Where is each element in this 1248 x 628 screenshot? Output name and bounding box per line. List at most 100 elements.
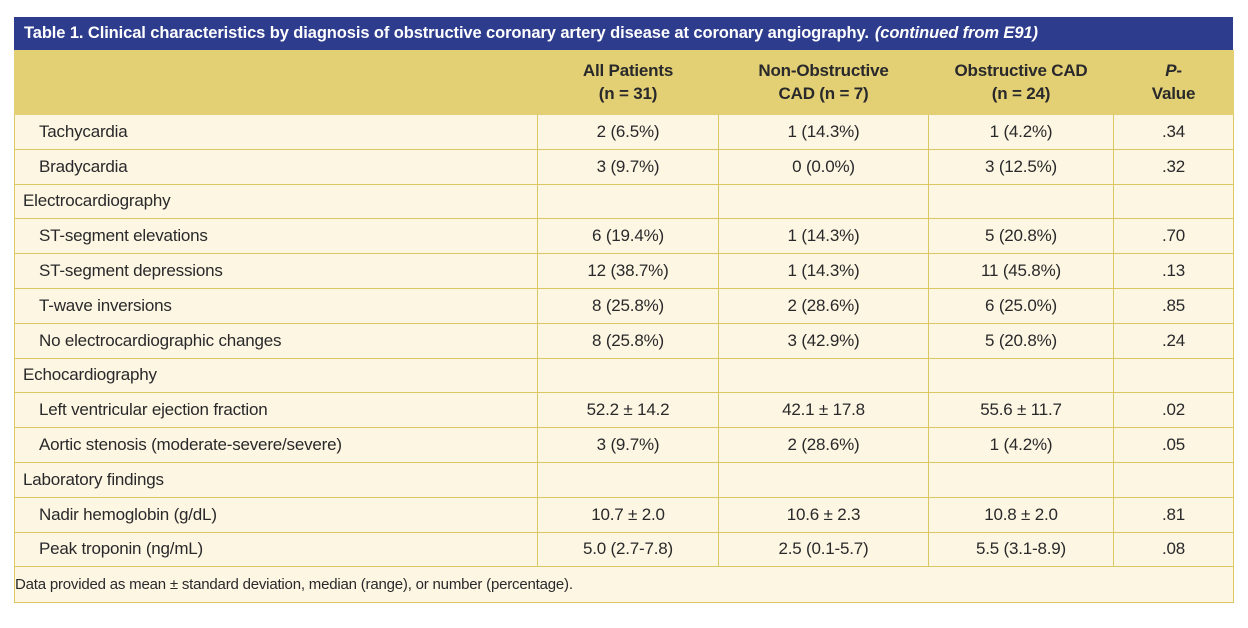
cell-value — [537, 461, 719, 498]
cell-value: .24 — [1113, 322, 1234, 359]
section-row: Electrocardiography — [14, 183, 1234, 220]
cell-value: 12 (38.7%) — [537, 253, 719, 289]
cell-value: 52.2 ± 14.2 — [537, 392, 719, 429]
cell-value: .08 — [1113, 531, 1234, 568]
table-row: Peak troponin (ng/mL) 5.0 (2.7-7.8) 2.5 (0… — [14, 531, 1234, 568]
row-label: Bradycardia — [14, 148, 538, 185]
column-header-blank — [14, 50, 538, 115]
column-header-line1: Obstructive CAD — [954, 61, 1088, 81]
cell-value: .81 — [1113, 496, 1234, 533]
column-header-line1: P- — [1165, 61, 1182, 81]
table-row: Bradycardia 3 (9.7%) 0 (0.0%) 3 (12.5%) .32 — [14, 148, 1234, 185]
cell-value — [1113, 183, 1234, 220]
table-title-bar: Table 1. Clinical characteristics by dia… — [14, 17, 1233, 50]
cell-value: 3 (9.7%) — [537, 427, 719, 463]
cell-value: 42.1 ± 17.8 — [718, 392, 929, 429]
cell-value: 5 (20.8%) — [928, 218, 1114, 255]
cell-value: 0 (0.0%) — [718, 148, 929, 185]
row-label: Echocardiography — [14, 357, 538, 394]
row-label: Peak troponin (ng/mL) — [14, 531, 538, 568]
table-row: Nadir hemoglobin (g/dL) 10.7 ± 2.0 10.6 ± … — [14, 496, 1234, 533]
table-row: T-wave inversions 8 (25.8%) 2 (28.6%) 6 (25… — [14, 287, 1234, 324]
cell-value — [928, 461, 1114, 498]
row-label: Laboratory findings — [14, 461, 538, 498]
row-label: Left ventricular ejection fraction — [14, 392, 538, 429]
table-row: Tachycardia 2 (6.5%) 1 (14.3%) 1 (4.2%) .34 — [14, 114, 1234, 150]
cell-value: 2 (28.6%) — [718, 287, 929, 324]
table-title-continuation: (continued from E91) — [874, 24, 1038, 42]
cell-value: .85 — [1113, 287, 1234, 324]
table-footnote: Data provided as mean ± standard deviati… — [14, 566, 1234, 604]
cell-value: 6 (25.0%) — [928, 287, 1114, 324]
column-header-p-value: P- Value — [1113, 50, 1234, 115]
footnote-row: Data provided as mean ± standard deviati… — [14, 566, 1234, 604]
cell-value: 1 (14.3%) — [718, 114, 929, 150]
cell-value: 2 (6.5%) — [537, 114, 719, 150]
section-row: Laboratory findings — [14, 461, 1234, 498]
table-body: Tachycardia 2 (6.5%) 1 (14.3%) 1 (4.2%) .34 B… — [14, 114, 1234, 568]
column-header-all-patients: All Patients (n = 31) — [537, 50, 719, 115]
column-header-row: All Patients (n = 31) Non-Obstructive CA… — [14, 50, 1234, 115]
cell-value: .05 — [1113, 427, 1234, 463]
table-row: Aortic stenosis (moderate-severe/severe)… — [14, 427, 1234, 463]
cell-value: 3 (9.7%) — [537, 148, 719, 185]
cell-value: 3 (12.5%) — [928, 148, 1114, 185]
column-header-obstructive-cad: Obstructive CAD (n = 24) — [928, 50, 1114, 115]
cell-value: .32 — [1113, 148, 1234, 185]
cell-value: 6 (19.4%) — [537, 218, 719, 255]
table-title: Table 1. Clinical characteristics by dia… — [24, 24, 869, 42]
cell-value: 10.6 ± 2.3 — [718, 496, 929, 533]
cell-value: 11 (45.8%) — [928, 253, 1114, 289]
cell-value: 1 (4.2%) — [928, 114, 1114, 150]
cell-value — [928, 357, 1114, 394]
cell-value: 2 (28.6%) — [718, 427, 929, 463]
cell-value: 8 (25.8%) — [537, 322, 719, 359]
clinical-characteristics-table: Table 1. Clinical characteristics by dia… — [14, 17, 1234, 604]
column-header-line1: All Patients — [582, 61, 674, 81]
cell-value: 10.8 ± 2.0 — [928, 496, 1114, 533]
column-header-line2: (n = 24) — [991, 83, 1051, 103]
row-label: Nadir hemoglobin (g/dL) — [14, 496, 538, 533]
cell-value: 5.5 (3.1-8.9) — [928, 531, 1114, 568]
cell-value: .34 — [1113, 114, 1234, 150]
cell-value: 10.7 ± 2.0 — [537, 496, 719, 533]
cell-value: 5.0 (2.7-7.8) — [537, 531, 719, 568]
cell-value: 1 (14.3%) — [718, 218, 929, 255]
table-row: ST-segment elevations 6 (19.4%) 1 (14.3%) 5… — [14, 218, 1234, 255]
column-header-line1: Non-Obstructive — [758, 61, 889, 81]
table-row: No electrocardiographic changes 8 (25.8%)… — [14, 322, 1234, 359]
data-table: All Patients (n = 31) Non-Obstructive CA… — [14, 50, 1234, 604]
cell-value: 8 (25.8%) — [537, 287, 719, 324]
cell-value — [928, 183, 1114, 220]
row-label: ST-segment elevations — [14, 218, 538, 255]
table-row: Left ventricular ejection fraction 52.2 ±… — [14, 392, 1234, 429]
cell-value — [1113, 357, 1234, 394]
table-row: ST-segment depressions 12 (38.7%) 1 (14.3%… — [14, 253, 1234, 289]
cell-value: 5 (20.8%) — [928, 322, 1114, 359]
cell-value: 3 (42.9%) — [718, 322, 929, 359]
row-label: Tachycardia — [14, 114, 538, 150]
cell-value — [718, 183, 929, 220]
column-header-non-obstructive-cad: Non-Obstructive CAD (n = 7) — [718, 50, 929, 115]
cell-value: .70 — [1113, 218, 1234, 255]
cell-value: .02 — [1113, 392, 1234, 429]
column-header-line2: CAD (n = 7) — [778, 83, 869, 103]
row-label: Electrocardiography — [14, 183, 538, 220]
cell-value — [718, 357, 929, 394]
cell-value — [718, 461, 929, 498]
row-label: Aortic stenosis (moderate-severe/severe) — [14, 427, 538, 463]
cell-value — [537, 357, 719, 394]
cell-value: 1 (4.2%) — [928, 427, 1114, 463]
cell-value: 55.6 ± 11.7 — [928, 392, 1114, 429]
row-label: ST-segment depressions — [14, 253, 538, 289]
row-label: No electrocardiographic changes — [14, 322, 538, 359]
column-header-line2: (n = 31) — [598, 83, 658, 103]
row-label: T-wave inversions — [14, 287, 538, 324]
cell-value: .13 — [1113, 253, 1234, 289]
cell-value: 1 (14.3%) — [718, 253, 929, 289]
cell-value — [537, 183, 719, 220]
cell-value: 2.5 (0.1-5.7) — [718, 531, 929, 568]
column-header-line2: Value — [1151, 83, 1196, 103]
section-row: Echocardiography — [14, 357, 1234, 394]
